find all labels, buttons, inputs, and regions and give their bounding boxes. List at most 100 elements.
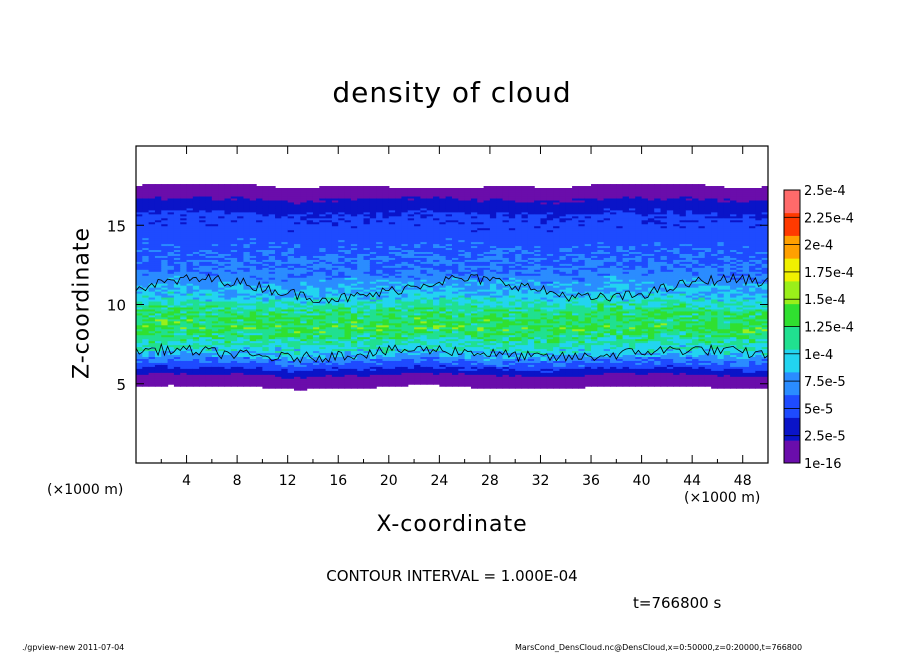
heatmap-cell [325, 267, 333, 270]
heatmap-cell [338, 249, 346, 252]
heatmap-cell [344, 291, 352, 294]
heatmap-cell [395, 320, 403, 324]
heatmap-cell [445, 330, 453, 334]
heatmap-cell [338, 300, 346, 304]
heatmap-cell [312, 231, 320, 235]
heatmap-cell [180, 378, 188, 381]
heatmap-cell [237, 298, 245, 302]
heatmap-cell [154, 186, 162, 189]
heatmap-cell [300, 310, 308, 314]
heatmap-cell [192, 370, 200, 373]
heatmap-cell [173, 287, 181, 290]
heatmap-cell [192, 189, 200, 193]
heatmap-cell [306, 257, 314, 260]
heatmap-cell [338, 211, 346, 215]
heatmap-cell [401, 310, 409, 314]
heatmap-cell [268, 245, 276, 249]
heatmap-cell [136, 257, 143, 260]
heatmap-cell [199, 370, 207, 373]
heatmap-cell [420, 293, 428, 296]
heatmap-cell [414, 237, 421, 241]
heatmap-cell [243, 326, 251, 330]
heatmap-cell [281, 294, 289, 298]
heatmap-cell [369, 281, 377, 284]
heatmap-cell [192, 233, 200, 237]
heatmap-cell [262, 326, 270, 330]
heatmap-cell [173, 269, 181, 272]
heatmap-cell [237, 221, 245, 225]
heatmap-cell [199, 223, 207, 227]
heatmap-cell [154, 253, 162, 256]
heatmap-cell [136, 322, 143, 326]
heatmap-cell [262, 219, 270, 223]
heatmap-cell [338, 374, 346, 377]
heatmap-cell [439, 352, 447, 356]
heatmap-cell [211, 235, 219, 239]
heatmap-cell [136, 340, 143, 344]
heatmap-cell [420, 338, 428, 342]
heatmap-cell [287, 364, 295, 367]
heatmap-cell [136, 318, 143, 322]
heatmap-cell [224, 293, 232, 296]
heatmap-cell [173, 211, 181, 215]
heatmap-cell [401, 188, 409, 191]
heatmap-cell [350, 289, 358, 292]
heatmap-cell [312, 265, 320, 268]
heatmap-cell [414, 356, 421, 359]
heatmap-cell [376, 328, 384, 332]
heatmap-cell [148, 215, 156, 219]
heatmap-cell [262, 279, 270, 282]
heatmap-cell [142, 306, 150, 310]
heatmap-cell [262, 249, 270, 252]
heatmap-cell [331, 344, 339, 348]
heatmap-cell [287, 227, 295, 231]
heatmap-cell [306, 217, 314, 221]
heatmap-cell [350, 255, 358, 258]
heatmap-cell [262, 209, 270, 213]
heatmap-cell [350, 302, 358, 306]
heatmap-cell [148, 273, 156, 276]
heatmap-cell [388, 245, 396, 249]
heatmap-cell [275, 285, 282, 288]
heatmap-cell [142, 237, 150, 241]
heatmap-cell [262, 215, 270, 219]
heatmap-cell [426, 241, 434, 245]
heatmap-cell [433, 263, 440, 266]
heatmap-cell [237, 358, 245, 361]
heatmap-cell [243, 294, 251, 298]
heatmap-cell [388, 372, 396, 375]
heatmap-cell [445, 348, 453, 352]
heatmap-cell [350, 281, 358, 284]
heatmap-cell [445, 384, 453, 387]
heatmap-cell [331, 304, 339, 308]
heatmap-cell [180, 300, 188, 304]
heatmap-cell [382, 237, 390, 241]
heatmap-cell [294, 380, 301, 383]
heatmap-cell [224, 213, 232, 217]
heatmap-cell [154, 189, 162, 193]
heatmap-cell [268, 312, 276, 316]
heatmap-cell [357, 324, 365, 328]
heatmap-cell [249, 332, 257, 336]
heatmap-cell [167, 229, 175, 233]
heatmap-cell [300, 265, 308, 268]
heatmap-cell [401, 215, 409, 219]
heatmap-cell [300, 275, 308, 278]
heatmap-cell [331, 328, 339, 332]
heatmap-cell [148, 227, 156, 231]
heatmap-cell [224, 243, 232, 247]
heatmap-cell [344, 338, 352, 342]
heatmap-cell [237, 231, 245, 235]
heatmap-cell [192, 191, 200, 195]
heatmap-cell [154, 223, 162, 227]
heatmap-cell [173, 225, 181, 229]
heatmap-cell [230, 296, 238, 300]
heatmap-cell [192, 350, 200, 354]
heatmap-cell [401, 205, 409, 209]
heatmap-cell [388, 205, 396, 209]
heatmap-cell [382, 193, 390, 197]
heatmap-cell [224, 227, 232, 231]
heatmap-cell [331, 296, 339, 300]
heatmap-cell [319, 281, 327, 284]
heatmap-cell [136, 233, 143, 237]
